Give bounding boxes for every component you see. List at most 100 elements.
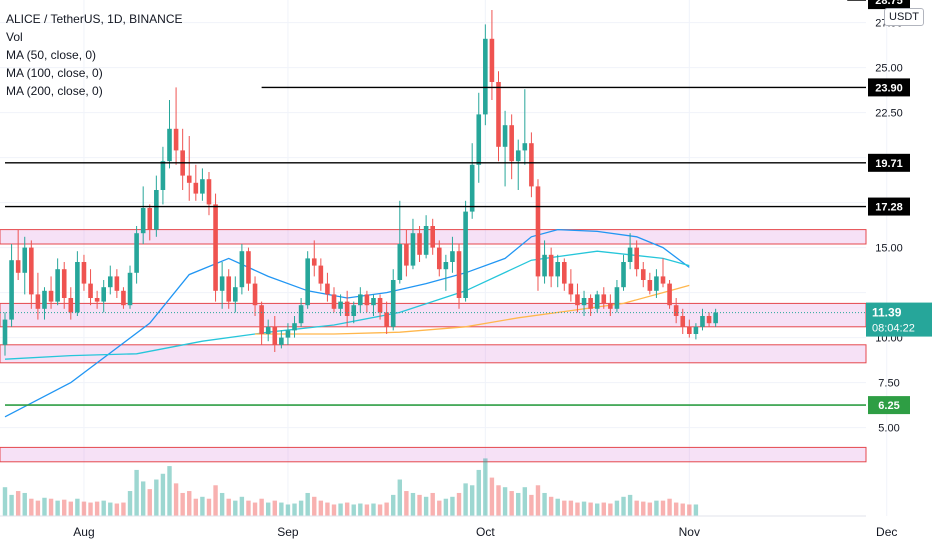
candle-body: [450, 251, 455, 262]
level-price-tag: [868, 0, 910, 10]
volume-bar: [285, 504, 291, 516]
ma-line: [4, 250, 690, 360]
price-tick-label: 15.00: [875, 243, 903, 255]
candle-body: [621, 262, 626, 288]
last-price-label: 11.39: [872, 306, 902, 320]
candle-body: [654, 276, 659, 291]
candle-body: [292, 323, 297, 331]
volume-bar: [404, 491, 409, 516]
level-price-label: 28.75: [875, 0, 903, 7]
volume-bar: [134, 469, 139, 516]
candle-body: [127, 272, 133, 306]
candle-body: [134, 233, 139, 273]
candle-body: [272, 326, 278, 345]
time-axis[interactable]: AugSepOctNovDec2022Feb: [0, 515, 932, 539]
candle-body: [522, 143, 528, 151]
volume-bar: [502, 487, 508, 516]
candle-body: [660, 276, 666, 284]
volume-bar: [423, 496, 429, 516]
candle-body: [627, 247, 633, 262]
volume-bar: [680, 503, 685, 516]
volume-bar: [88, 502, 93, 516]
candle-body: [42, 290, 47, 309]
volume-bar: [114, 503, 120, 516]
legend-vol[interactable]: Vol: [6, 30, 23, 44]
volume-bar: [173, 483, 179, 516]
price-tick-label: 22.50: [875, 108, 903, 120]
candle-body: [140, 208, 146, 234]
ma-line: [4, 228, 690, 418]
volume-bar: [312, 496, 317, 516]
candle-body: [687, 326, 692, 334]
volume-bar: [647, 502, 653, 516]
volume-bar: [693, 504, 699, 516]
price-zones: [0, 229, 867, 463]
volume-bar: [94, 501, 100, 516]
volume-bar: [529, 494, 534, 516]
time-tick-label: Sep: [277, 525, 299, 539]
volume-bar: [489, 477, 495, 516]
candle-body: [55, 269, 60, 302]
candle-body: [193, 182, 199, 194]
level-price-label: 23.90: [875, 82, 903, 94]
time-tick-label: Aug: [73, 525, 94, 539]
candle-body: [535, 186, 541, 277]
volume-bar: [15, 491, 21, 516]
candle-body: [489, 38, 495, 82]
legend-ma100[interactable]: MA (100, close, 0): [6, 66, 103, 80]
legend-ma200[interactable]: MA (200, close, 0): [6, 84, 103, 98]
candle-body: [483, 38, 488, 115]
volume-bar: [101, 500, 106, 516]
candle-body: [226, 276, 232, 302]
volume-bar: [437, 500, 442, 516]
candle-body: [107, 276, 113, 288]
volume-bar: [641, 501, 646, 516]
volume-bar: [371, 503, 376, 516]
volume-bar: [55, 500, 60, 516]
candle-body: [456, 251, 462, 298]
candle-body: [200, 179, 205, 194]
time-tick-label: Dec: [876, 525, 897, 539]
legend-symbol[interactable]: ALICE / TetherUS, 1D, BINANCE: [6, 12, 183, 26]
currency-button[interactable]: USDT: [884, 8, 924, 26]
volume-bar: [417, 494, 422, 516]
volume-bar: [568, 500, 574, 516]
volume-bar: [673, 502, 679, 516]
volume-bar: [614, 500, 620, 516]
candle-body: [147, 208, 153, 230]
volume-bar: [75, 498, 80, 516]
volume-bar: [279, 502, 284, 516]
moving-averages: [4, 228, 690, 418]
volume-bar: [516, 492, 521, 516]
candle-body: [713, 312, 718, 324]
volume-bar: [9, 494, 14, 516]
candle-body: [114, 276, 120, 291]
volume-bar: [219, 492, 225, 516]
volume-bar: [430, 492, 435, 516]
candle-body: [693, 326, 699, 334]
volume-bar: [483, 458, 488, 516]
volume-bar: [233, 500, 238, 516]
countdown-label: 08:04:22: [872, 323, 915, 335]
level-price-tag: [868, 153, 910, 172]
volume-bar: [81, 501, 87, 516]
candle-body: [410, 233, 416, 266]
candle-body: [285, 330, 291, 338]
candle-body: [562, 262, 567, 284]
candle-body: [265, 326, 271, 334]
volume-bar: [522, 487, 528, 516]
volume-bar: [548, 496, 554, 516]
candle-body: [384, 312, 389, 327]
candle-body: [94, 298, 100, 302]
price-zone: [0, 344, 867, 364]
candle-body: [344, 301, 350, 316]
volume-bar: [595, 503, 600, 516]
legend-ma50[interactable]: MA (50, close, 0): [6, 48, 97, 62]
candle-body: [186, 175, 192, 183]
chart-legend: ALICE / TetherUS, 1D, BINANCE Vol MA (50…: [6, 10, 183, 100]
price-axis[interactable]: 28.7523.9019.7117.286.255.007.5010.0015.…: [866, 0, 932, 435]
volume-bar: [469, 485, 475, 516]
volume-bar: [187, 491, 192, 516]
level-price-tag: [868, 396, 910, 415]
